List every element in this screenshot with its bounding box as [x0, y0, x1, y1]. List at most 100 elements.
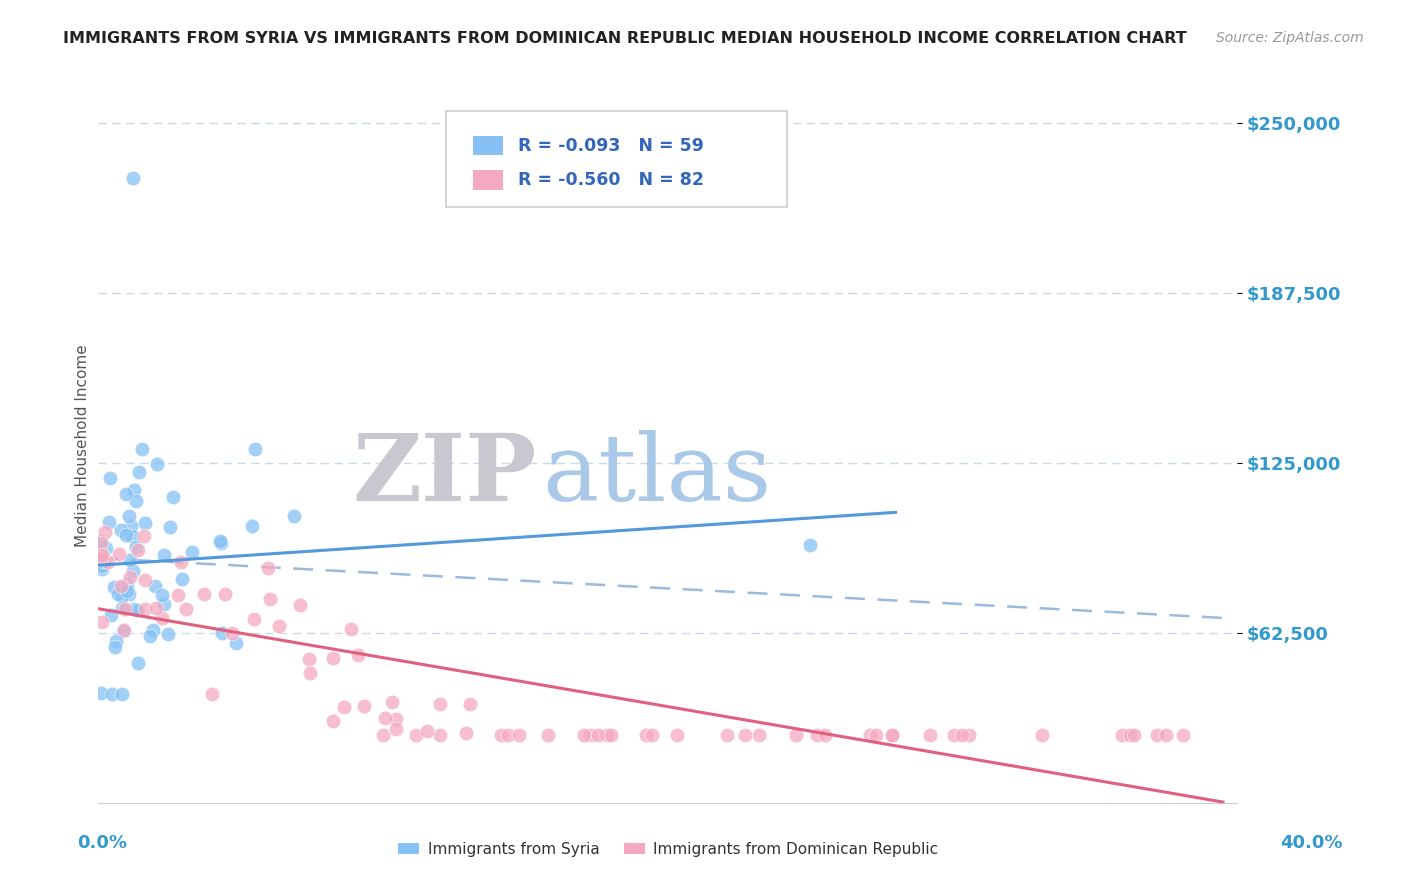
Point: [297, 652, 319, 666]
Text: atlas: atlas: [543, 430, 772, 519]
Text: 40.0%: 40.0%: [1281, 834, 1343, 852]
Point: [115, 527, 138, 541]
Point: [371, 728, 394, 742]
Point: [90, 549, 112, 563]
Point: [98, 471, 121, 485]
Point: [125, 494, 148, 508]
Point: [122, 564, 145, 578]
Point: [243, 442, 266, 457]
Point: [107, 587, 129, 601]
Point: [103, 580, 125, 594]
Point: [385, 712, 408, 726]
Point: [865, 728, 887, 742]
Point: [153, 548, 176, 562]
Point: [139, 629, 162, 643]
Point: [150, 611, 173, 625]
Point: [1122, 728, 1144, 742]
Point: [748, 728, 770, 742]
Point: [799, 537, 821, 551]
Point: [416, 723, 439, 738]
Point: [90, 615, 112, 629]
Point: [108, 547, 131, 561]
Bar: [472, 169, 503, 191]
Text: Source: ZipAtlas.com: Source: ZipAtlas.com: [1216, 31, 1364, 45]
Point: [90, 686, 112, 700]
Point: [458, 698, 481, 712]
Point: [90, 536, 112, 550]
Text: 0.0%: 0.0%: [77, 834, 128, 852]
Point: [214, 587, 236, 601]
Point: [118, 553, 141, 567]
Point: [121, 529, 143, 543]
Point: [150, 588, 173, 602]
Point: [159, 520, 181, 534]
Point: [128, 465, 150, 479]
Point: [170, 572, 193, 586]
Point: [579, 728, 602, 742]
Point: [127, 656, 149, 670]
Point: [145, 600, 167, 615]
Point: [208, 534, 231, 549]
Point: [340, 622, 363, 636]
Point: [429, 728, 451, 742]
Point: [143, 579, 166, 593]
Point: [104, 640, 127, 654]
Point: [221, 626, 243, 640]
Point: [134, 602, 156, 616]
Point: [100, 607, 122, 622]
Point: [508, 728, 530, 742]
Point: [118, 508, 141, 523]
Point: [134, 516, 156, 530]
Point: [125, 603, 148, 617]
Point: [859, 728, 882, 742]
Point: [156, 627, 179, 641]
Point: [634, 728, 657, 742]
Point: [91, 562, 114, 576]
Point: [145, 457, 167, 471]
Point: [1146, 728, 1168, 742]
Point: [880, 728, 903, 742]
Point: [298, 665, 321, 680]
Bar: [472, 135, 503, 156]
Point: [110, 579, 132, 593]
Point: [93, 554, 115, 568]
Point: [353, 699, 375, 714]
Point: [1154, 728, 1177, 742]
Point: [600, 728, 623, 742]
Point: [122, 602, 145, 616]
Point: [101, 687, 124, 701]
Point: [1171, 728, 1194, 742]
Point: [90, 551, 112, 566]
Y-axis label: Median Household Income: Median Household Income: [75, 344, 90, 548]
Point: [180, 544, 202, 558]
Point: [1031, 728, 1053, 742]
Point: [537, 728, 560, 742]
Point: [322, 714, 344, 728]
Point: [115, 577, 138, 591]
Legend: Immigrants from Syria, Immigrants from Dominican Republic: Immigrants from Syria, Immigrants from D…: [391, 836, 945, 863]
FancyBboxPatch shape: [446, 111, 787, 207]
Point: [666, 728, 689, 742]
Point: [104, 634, 127, 648]
Point: [122, 483, 145, 498]
Point: [333, 700, 356, 714]
Point: [111, 624, 134, 638]
Point: [429, 697, 451, 711]
Point: [806, 728, 828, 742]
Point: [405, 728, 427, 742]
Point: [943, 728, 966, 742]
Text: ZIP: ZIP: [353, 430, 537, 519]
Point: [243, 612, 266, 626]
Point: [257, 561, 280, 575]
Point: [134, 573, 156, 587]
Point: [225, 636, 247, 650]
Point: [93, 551, 115, 566]
Point: [454, 725, 477, 739]
Point: [785, 728, 807, 742]
Point: [114, 602, 136, 616]
Point: [322, 650, 344, 665]
Point: [166, 588, 188, 602]
Point: [118, 570, 141, 584]
Point: [716, 728, 738, 742]
Point: [114, 487, 136, 501]
